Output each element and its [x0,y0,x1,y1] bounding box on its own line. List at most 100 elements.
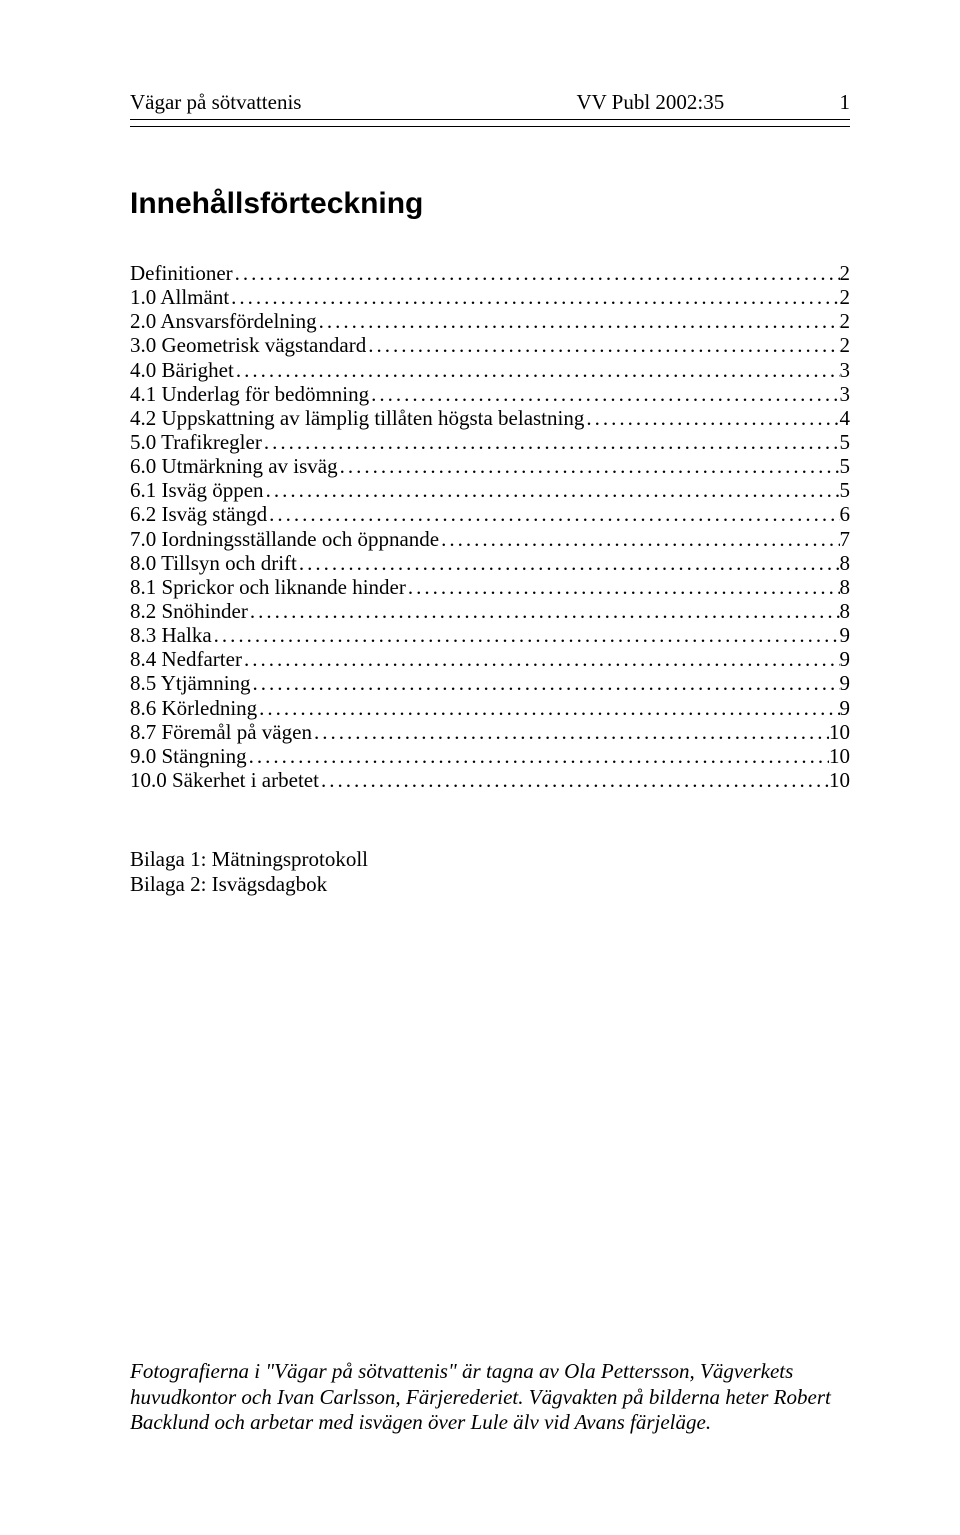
toc-entry: 10.0 Säkerhet i arbetet 10 [130,768,850,792]
toc-entry-label: 6.0 Utmärkning av isväg [130,454,338,478]
toc-entry-label: 3.0 Geometrisk vägstandard [130,333,366,357]
footnote-text: Fotografierna i "Vägar på sötvattenis" ä… [130,1359,850,1435]
header-publication: VV Publ 2002:35 [576,90,724,114]
toc-entry-leader [262,430,840,454]
toc-entry-page: 5 [840,478,851,502]
toc-entry-label: Definitioner [130,261,233,285]
toc-entry-label: 4.0 Bärighet [130,358,234,382]
appendix-line-1: Bilaga 1: Mätningsprotokoll [130,847,850,872]
toc-entry-leader [267,502,839,526]
toc-entry-leader [584,406,839,430]
toc-entry: 4.0 Bärighet 3 [130,358,850,382]
toc-entry-label: 6.1 Isväg öppen [130,478,264,502]
toc-entry-leader [212,623,840,647]
toc-entry-label: 8.6 Körledning [130,696,257,720]
toc-entry-label: 1.0 Allmänt [130,285,229,309]
toc-entry: 4.2 Uppskattning av lämplig tillåten hög… [130,406,850,430]
header-left: Vägar på sötvattenis [130,90,301,115]
toc-entry-page: 7 [840,527,851,551]
toc-entry-leader [251,671,840,695]
toc-entry-leader [338,454,840,478]
toc-entry-label: 8.4 Nedfarter [130,647,242,671]
toc-entry-label: 10.0 Säkerhet i arbetet [130,768,319,792]
toc-entry-page: 10 [829,720,850,744]
toc-entry: 2.0 Ansvarsfördelning 2 [130,309,850,333]
toc-entry-leader [317,309,840,333]
toc-entry-leader [233,261,840,285]
toc-entry: 1.0 Allmänt 2 [130,285,850,309]
toc-entry-page: 10 [829,744,850,768]
toc-entry-leader [439,527,839,551]
toc-entry: 8.5 Ytjämning9 [130,671,850,695]
toc-entry-leader [242,647,840,671]
toc-entry-page: 6 [840,502,851,526]
page-header: Vägar på sötvattenis VV Publ 2002:35 1 [130,90,850,115]
toc-entry: Definitioner 2 [130,261,850,285]
toc-entry: 8.7 Föremål på vägen 10 [130,720,850,744]
toc-entry-leader [234,358,840,382]
toc-entry-page: 8 [840,551,851,575]
toc-entry-label: 7.0 Iordningsställande och öppnande [130,527,439,551]
toc-list: Definitioner21.0 Allmänt22.0 Ansvarsförd… [130,261,850,792]
toc-entry-page: 2 [840,261,851,285]
header-rule-thick [130,119,850,120]
toc-entry-leader [248,599,840,623]
toc-entry-leader [369,382,839,406]
toc-entry-label: 4.2 Uppskattning av lämplig tillåten hög… [130,406,584,430]
toc-entry-page: 8 [840,599,851,623]
toc-entry-leader [264,478,840,502]
toc-entry-leader [406,575,840,599]
toc-entry-page: 2 [840,309,851,333]
toc-entry-label: 8.3 Halka [130,623,212,647]
toc-entry: 8.4 Nedfarter 9 [130,647,850,671]
toc-entry-page: 3 [840,382,851,406]
toc-entry-page: 4 [840,406,851,430]
toc-entry: 4.1 Underlag för bedömning 3 [130,382,850,406]
toc-title: Innehållsförteckning [130,187,850,221]
toc-entry: 7.0 Iordningsställande och öppnande 7 [130,527,850,551]
toc-entry-page: 8 [840,575,851,599]
toc-entry-label: 6.2 Isväg stängd [130,502,267,526]
toc-entry-label: 4.1 Underlag för bedömning [130,382,369,406]
toc-entry-leader [247,744,829,768]
toc-entry-page: 5 [840,454,851,478]
toc-entry: 8.6 Körledning 9 [130,696,850,720]
toc-entry-page: 9 [840,647,851,671]
toc-entry-leader [229,285,839,309]
toc-entry-page: 2 [840,333,851,357]
toc-entry-label: 2.0 Ansvarsfördelning [130,309,317,333]
toc-entry: 3.0 Geometrisk vägstandard 2 [130,333,850,357]
toc-entry-label: 8.0 Tillsyn och drift [130,551,297,575]
toc-entry: 6.2 Isväg stängd 6 [130,502,850,526]
toc-entry-page: 9 [840,696,851,720]
toc-entry-label: 8.1 Sprickor och liknande hinder [130,575,406,599]
toc-entry-page: 2 [840,285,851,309]
toc-entry-label: 5.0 Trafikregler [130,430,262,454]
toc-entry-page: 3 [840,358,851,382]
appendix-block: Bilaga 1: Mätningsprotokoll Bilaga 2: Is… [130,847,850,897]
toc-entry-leader [257,696,839,720]
toc-entry: 5.0 Trafikregler 5 [130,430,850,454]
toc-entry: 6.1 Isväg öppen 5 [130,478,850,502]
header-rule-thin [130,126,850,127]
toc-entry-page: 10 [829,768,850,792]
toc-entry: 8.2 Snöhinder 8 [130,599,850,623]
toc-entry-page: 9 [840,671,851,695]
toc-entry-label: 9.0 Stängning [130,744,247,768]
toc-entry-leader [312,720,829,744]
toc-entry-leader [366,333,839,357]
toc-entry: 9.0 Stängning 10 [130,744,850,768]
toc-entry-label: 8.2 Snöhinder [130,599,248,623]
toc-entry-leader [319,768,829,792]
toc-entry-leader [297,551,840,575]
appendix-line-2: Bilaga 2: Isvägsdagbok [130,872,850,897]
header-right: VV Publ 2002:35 1 [576,90,850,115]
toc-entry-page: 5 [840,430,851,454]
toc-entry-page: 9 [840,623,851,647]
toc-entry: 8.0 Tillsyn och drift 8 [130,551,850,575]
header-page-number: 1 [840,90,851,114]
toc-entry: 6.0 Utmärkning av isväg 5 [130,454,850,478]
toc-entry: 8.3 Halka 9 [130,623,850,647]
toc-entry-label: 8.7 Föremål på vägen [130,720,312,744]
toc-entry: 8.1 Sprickor och liknande hinder 8 [130,575,850,599]
